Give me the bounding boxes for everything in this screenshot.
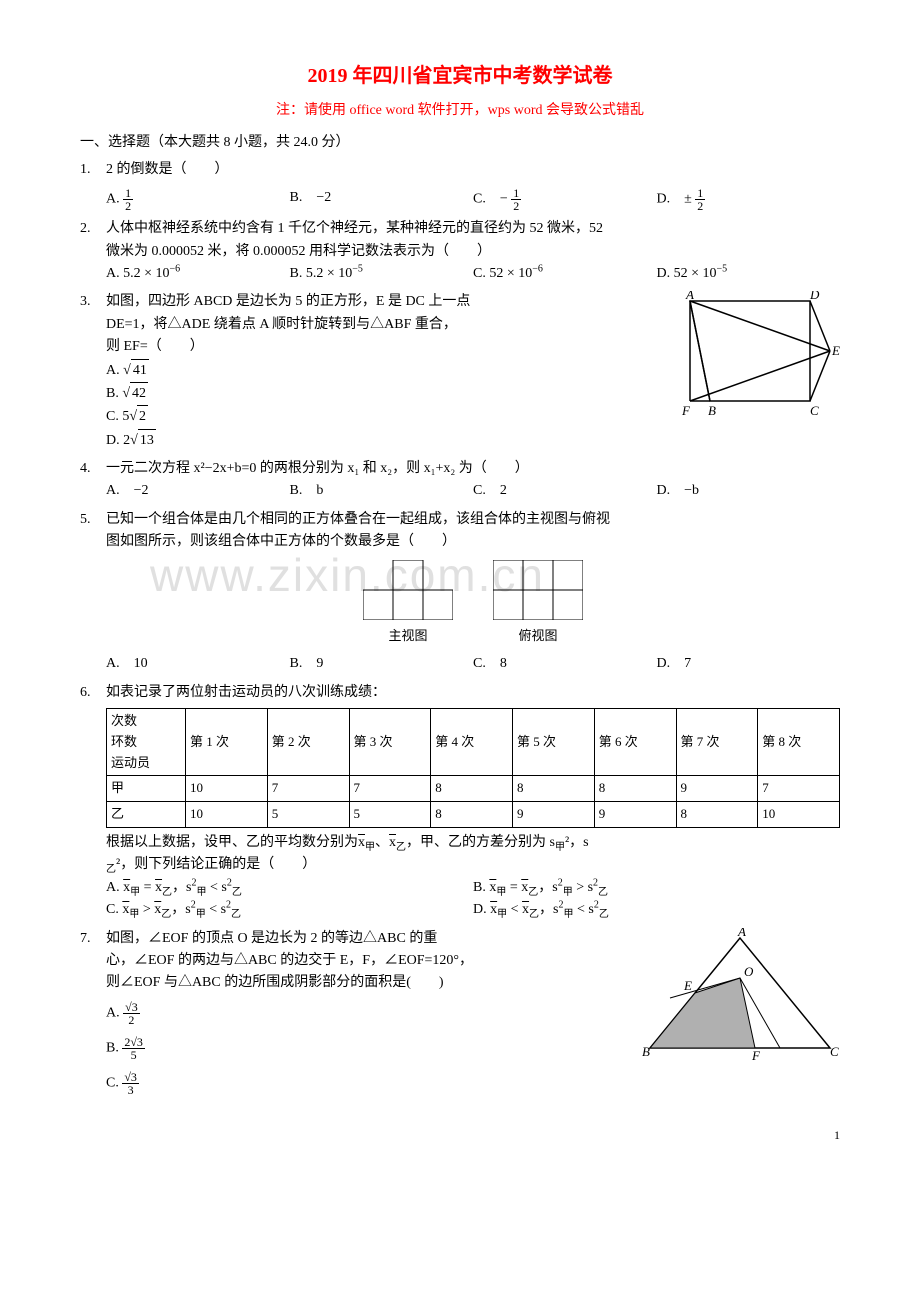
page-title: 2019 年四川省宜宾市中考数学试卷 (80, 60, 840, 92)
q3-opt-c: C. 52 (106, 405, 650, 428)
svg-text:F: F (681, 403, 691, 418)
svg-text:F: F (751, 1048, 761, 1063)
q2-opt-d: D. 52 × 10−5 (657, 263, 841, 285)
question-6: 6. 如表记录了两位射击运动员的八次训练成绩： 次数环数运动员 第 1 次第 2… (80, 682, 840, 922)
q6-l1: 如表记录了两位射击运动员的八次训练成绩： (106, 682, 840, 704)
page-number: 1 (80, 1126, 840, 1145)
q3-l3: 则 EF=（ ） (106, 336, 650, 358)
q7-l2: 心，∠EOF 的两边与△ABC 的边交于 E，F，∠EOF=120°， (106, 950, 630, 972)
q3-num: 3. (80, 291, 106, 452)
q6-table: 次数环数运动员 第 1 次第 2 次第 3 次第 4 次 第 5 次第 6 次第… (106, 708, 840, 828)
q7-l3: 则∠EOF 与△ABC 的边所围成阴影部分的面积是( ) (106, 972, 630, 994)
q2-opt-a: A. 5.2 × 10−6 (106, 263, 290, 285)
q7-opt-b: B. 2√35 (106, 1036, 630, 1061)
q4-text: 一元二次方程 x²−2x+b=0 的两根分别为 x₁ 和 x₂，则 x₁+x₂ … (106, 458, 840, 480)
q5-l1: 已知一个组合体是由几个相同的正方体叠合在一起组成，该组合体的主视图与俯视 (106, 509, 840, 531)
q5-opt-c: C. 8 (473, 653, 657, 675)
question-2: 2. 人体中枢神经系统中约含有 1 千亿个神经元，某种神经元的直径约为 52 微… (80, 218, 840, 285)
q1-opt-c: C. − 12 (473, 187, 657, 212)
svg-text:E: E (831, 343, 840, 358)
svg-text:D: D (809, 291, 820, 302)
q6-l2: 根据以上数据，设甲、乙的平均数分别为x甲、x乙，甲、乙的方差分别为 s甲²，s (106, 832, 840, 854)
q3-opt-d: D. 213 (106, 429, 650, 452)
top-view: 俯视图 (493, 560, 583, 648)
q5-num: 5. (80, 509, 106, 676)
q4-opt-a: A. −2 (106, 480, 290, 502)
q4-opt-c: C. 2 (473, 480, 657, 502)
question-1: 1. 2 的倒数是（ ） A. 12 B. −2 C. − 12 D. ± 12 (80, 159, 840, 212)
svg-text:B: B (642, 1044, 650, 1059)
main-view: 主视图 (363, 560, 453, 648)
svg-text:E: E (683, 978, 692, 993)
q2-l2: 微米为 0.000052 米，将 0.000052 用科学记数法表示为（ ） (106, 241, 840, 263)
q3-opt-a: A. 41 (106, 359, 650, 382)
q3-l1: 如图，四边形 ABCD 是边长为 5 的正方形，E 是 DC 上一点 (106, 291, 650, 313)
q3-l2: DE=1，将△ADE 绕着点 A 顺时针旋转到与△ABF 重合， (106, 314, 650, 336)
q7-figure: A B C E O F (640, 928, 840, 1068)
q5-opt-d: D. 7 (657, 653, 841, 675)
q6-opt-a: A. x甲 = x乙，s2甲 < s2乙 (106, 877, 473, 899)
q5-l2: 图如图所示，则该组合体中正方体的个数最多是（ ） (106, 531, 840, 553)
q7-opt-c: C. √33 (106, 1071, 630, 1096)
q4-opt-b: B. b (290, 480, 474, 502)
svg-text:B: B (708, 403, 716, 418)
q5-opt-b: B. 9 (290, 653, 474, 675)
svg-text:A: A (685, 291, 694, 302)
q6-l3: 乙²，则下列结论正确的是（ ） (106, 854, 840, 876)
q3-figure: A D E C B F (660, 291, 840, 421)
q6-opt-d: D. x甲 < x乙，s2甲 < s2乙 (473, 899, 840, 921)
q1-opt-a: A. 12 (106, 187, 290, 212)
q3-opt-b: B. 42 (106, 382, 650, 405)
question-7: 7. 如图，∠EOF 的顶点 O 是边长为 2 的等边△ABC 的重 心，∠EO… (80, 928, 840, 1096)
q2-opt-b: B. 5.2 × 10−5 (290, 263, 474, 285)
note-text: 注：请使用 office word 软件打开，wps word 会导致公式错乱 (80, 100, 840, 122)
svg-text:A: A (737, 928, 746, 939)
q4-num: 4. (80, 458, 106, 503)
q2-num: 2. (80, 218, 106, 285)
q5-opt-a: A. 10 (106, 653, 290, 675)
q6-num: 6. (80, 682, 106, 922)
svg-text:O: O (744, 964, 754, 979)
q1-text: 2 的倒数是（ ） (106, 159, 840, 181)
question-5: 5. 已知一个组合体是由几个相同的正方体叠合在一起组成，该组合体的主视图与俯视 … (80, 509, 840, 676)
question-4: 4. 一元二次方程 x²−2x+b=0 的两根分别为 x₁ 和 x₂，则 x₁+… (80, 458, 840, 503)
q1-num: 1. (80, 159, 106, 212)
q6-opt-c: C. x甲 > x乙，s2甲 < s2乙 (106, 899, 473, 921)
q4-opt-d: D. −b (657, 480, 841, 502)
q7-num: 7. (80, 928, 106, 1096)
q1-opt-d: D. ± 12 (657, 187, 841, 212)
question-3: 3. 如图，四边形 ABCD 是边长为 5 的正方形，E 是 DC 上一点 DE… (80, 291, 840, 452)
q7-l1: 如图，∠EOF 的顶点 O 是边长为 2 的等边△ABC 的重 (106, 928, 630, 950)
svg-text:C: C (830, 1044, 839, 1059)
q2-l1: 人体中枢神经系统中约含有 1 千亿个神经元，某种神经元的直径约为 52 微米，5… (106, 218, 840, 240)
section-heading: 一、选择题（本大题共 8 小题，共 24.0 分） (80, 132, 840, 154)
svg-text:C: C (810, 403, 819, 418)
q6-opt-b: B. x甲 = x乙，s2甲 > s2乙 (473, 877, 840, 899)
q7-opt-a: A. √32 (106, 1001, 630, 1026)
q2-opt-c: C. 52 × 10−6 (473, 263, 657, 285)
q1-opt-b: B. −2 (290, 187, 474, 212)
